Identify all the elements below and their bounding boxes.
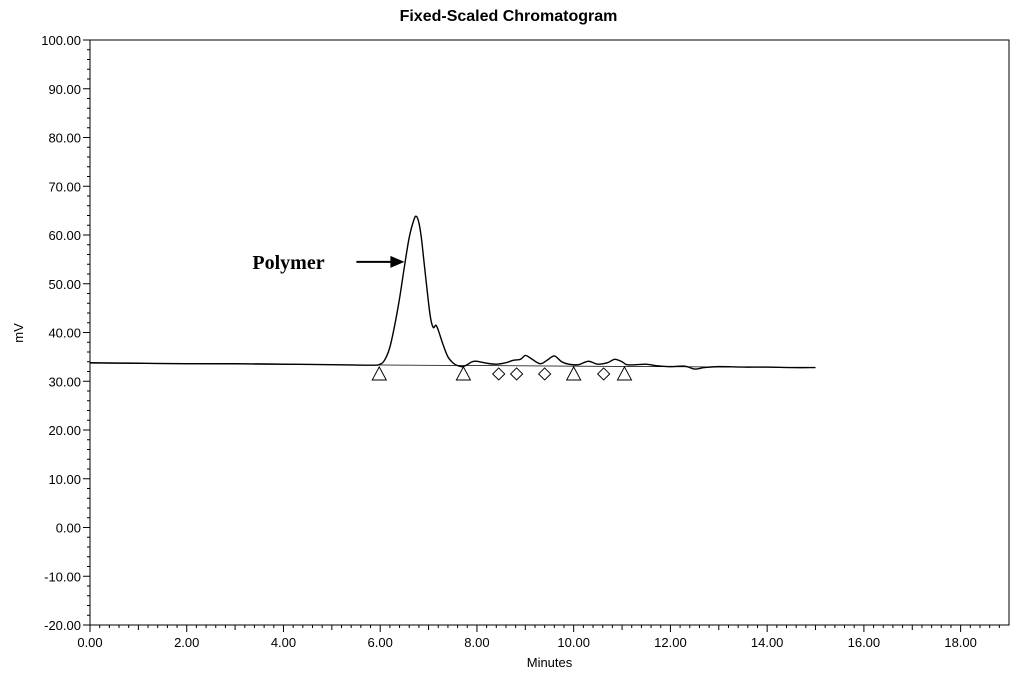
y-tick-label: 40.00 bbox=[48, 326, 81, 341]
plot-area-frame bbox=[89, 39, 1010, 626]
x-tick-label: 8.00 bbox=[464, 635, 489, 650]
y-tick-label: 90.00 bbox=[48, 82, 81, 97]
chart-title: Fixed-Scaled Chromatogram bbox=[399, 8, 618, 25]
x-tick-label: 12.00 bbox=[654, 635, 687, 650]
y-axis-title: mV bbox=[11, 323, 26, 343]
triangle-marker bbox=[455, 365, 472, 381]
y-tick-label: 70.00 bbox=[48, 179, 81, 194]
diamond-marker bbox=[492, 367, 506, 381]
triangle-marker bbox=[371, 365, 388, 381]
y-tick-label: 10.00 bbox=[48, 472, 81, 487]
x-tick-label: 0.00 bbox=[77, 635, 102, 650]
y-axis: -20.00 -10.00 0.00 10.00 20.00 30.00 40.00 50.0… bbox=[41, 33, 90, 633]
annotation-label: Polymer bbox=[252, 252, 324, 274]
annotations: Polymer bbox=[252, 252, 405, 274]
y-tick-label: 30.00 bbox=[48, 374, 81, 389]
x-axis-title: Minutes bbox=[527, 655, 573, 670]
y-tick-label: 0.00 bbox=[56, 521, 81, 536]
diamond-marker bbox=[509, 367, 524, 381]
annotation-arrow-head bbox=[390, 255, 405, 268]
diamond-marker bbox=[537, 367, 552, 381]
triangle-marker bbox=[616, 365, 633, 381]
x-tick-label: 14.00 bbox=[751, 635, 784, 650]
y-tick-label: -20.00 bbox=[44, 618, 81, 633]
y-tick-label: -10.00 bbox=[44, 569, 81, 584]
x-tick-label: 2.00 bbox=[174, 635, 199, 650]
y-tick-label: 80.00 bbox=[48, 131, 81, 146]
x-tick-label: 18.00 bbox=[944, 635, 977, 650]
diamond-marker bbox=[596, 367, 611, 381]
x-tick-label: 16.00 bbox=[848, 635, 881, 650]
x-tick-label: 4.00 bbox=[271, 635, 296, 650]
x-tick-label: 10.00 bbox=[557, 635, 590, 650]
y-tick-label: 100.00 bbox=[41, 33, 81, 48]
peak-markers bbox=[371, 365, 633, 381]
triangle-marker bbox=[565, 365, 582, 381]
x-tick-label: 6.00 bbox=[368, 635, 393, 650]
y-tick-label: 50.00 bbox=[48, 277, 81, 292]
y-tick-label: 20.00 bbox=[48, 423, 81, 438]
chromatogram-trace bbox=[89, 215, 816, 370]
y-tick-label: 60.00 bbox=[48, 228, 81, 243]
x-axis: 0.00 2.00 4.00 6.00 8.00 10.00 12.00 14.00 16.00… bbox=[77, 625, 1000, 650]
